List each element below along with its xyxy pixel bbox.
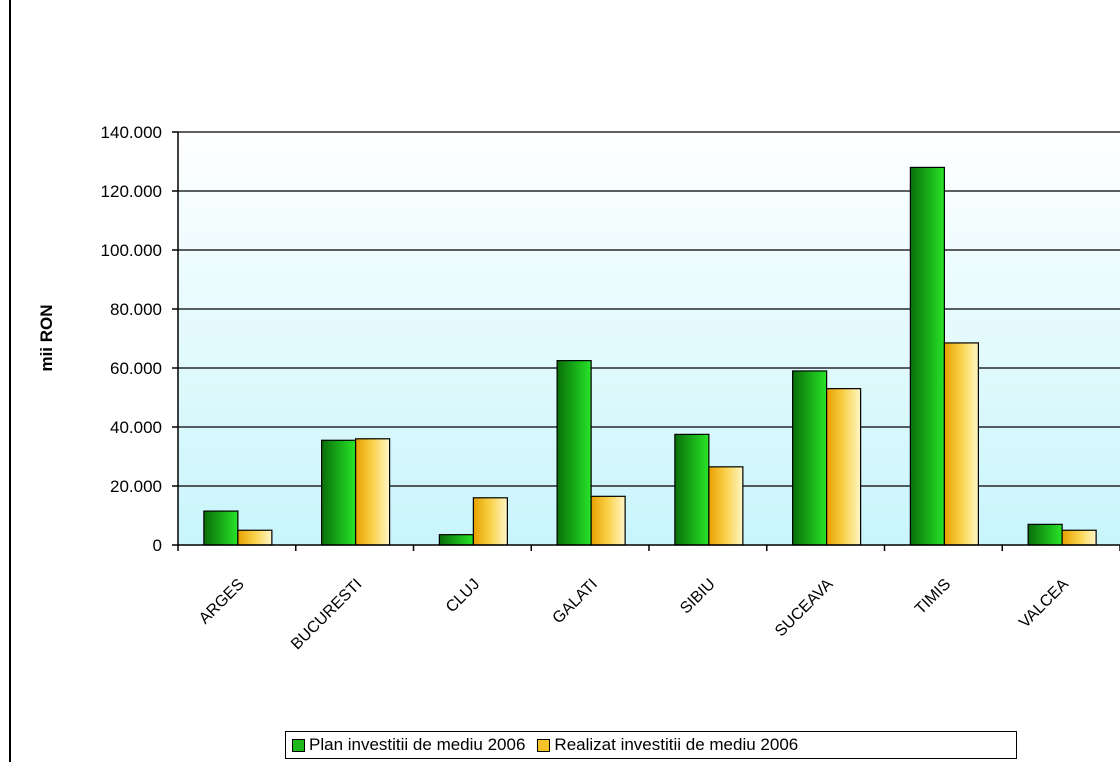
bar-valcea-realizat: [1061, 529, 1097, 546]
bar-arges-plan: [203, 510, 239, 546]
x-category-label: SUCEAVA: [772, 576, 837, 641]
bar-valcea-plan: [1027, 523, 1063, 546]
bar-arges-realizat: [237, 529, 273, 546]
bar-timis-plan: [909, 166, 945, 546]
x-category-labels: ARGES BUCURESTI CLUJ GALATI SIBIU SUCEAVA TIMI…: [196, 576, 1072, 654]
bar-galati-realizat: [590, 495, 626, 546]
legend-item-plan: Plan investitii de mediu 2006: [292, 735, 525, 755]
legend-label-realizat: Realizat investitii de mediu 2006: [554, 735, 799, 754]
bar-sibiu-plan: [674, 433, 710, 546]
bar-suceava-realizat: [826, 388, 862, 546]
x-category-label: GALATI: [550, 576, 601, 627]
y-tick-label: 140.000: [101, 123, 162, 142]
x-category-label: BUCURESTI: [288, 576, 365, 653]
y-tick-label: 40.000: [110, 418, 162, 437]
x-category-label: VALCEA: [1016, 576, 1072, 632]
bar-chart: 0 20.000 40.000 60.000 80.000 100.000 120.000 1…: [37, 123, 1120, 654]
y-axis-label: mii RON: [37, 304, 56, 371]
axes: [172, 131, 1120, 551]
legend: Plan investitii de mediu 2006 Realizat i…: [285, 731, 1017, 759]
legend-label-plan: Plan investitii de mediu 2006: [309, 735, 526, 754]
x-category-label: TIMIS: [912, 576, 954, 618]
legend-item-realizat: Realizat investitii de mediu 2006: [537, 735, 798, 755]
legend-swatch-plan: [292, 738, 305, 752]
x-category-label: SIBIU: [677, 576, 719, 618]
legend-swatch-realizat: [537, 738, 551, 752]
y-tick-label: 120.000: [101, 182, 162, 201]
bars: [203, 166, 1097, 546]
bar-timis-realizat: [943, 342, 979, 546]
y-tick-label: 20.000: [110, 477, 162, 496]
bar-suceava-plan: [792, 370, 828, 546]
bar-bucuresti-realizat: [355, 438, 391, 546]
bar-sibiu-realizat: [708, 466, 744, 546]
bar-cluj-plan: [438, 534, 474, 546]
bar-galati-plan: [556, 360, 592, 546]
y-tick-label: 100.000: [101, 241, 162, 260]
y-tick-label: 60.000: [110, 359, 162, 378]
y-tick-label: 80.000: [110, 300, 162, 319]
frame-left-border: [9, 0, 11, 762]
x-category-label: ARGES: [196, 576, 248, 628]
bar-bucuresti-plan: [321, 439, 357, 546]
bar-cluj-realizat: [472, 497, 508, 546]
y-tick-labels: 0 20.000 40.000 60.000 80.000 100.000 120.000 1…: [101, 123, 162, 555]
x-category-label: CLUJ: [443, 576, 483, 616]
y-tick-label: 0: [153, 536, 162, 555]
